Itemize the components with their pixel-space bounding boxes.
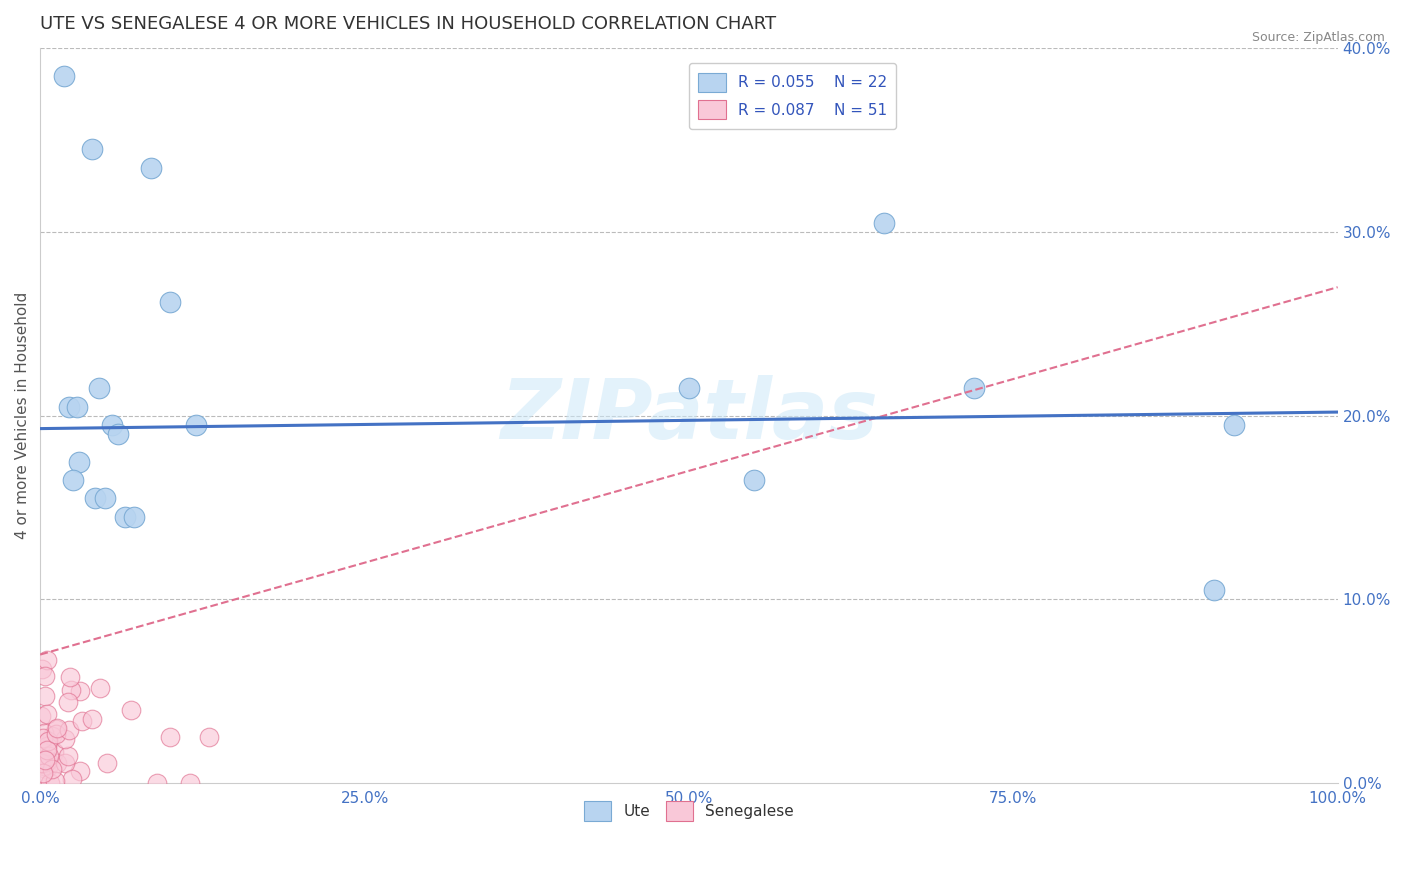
Point: [30, 756, 52, 771]
Point: [82, 143, 104, 157]
Text: UTE VS SENEGALESE 4 OR MORE VEHICLES IN HOUSEHOLD CORRELATION CHART: UTE VS SENEGALESE 4 OR MORE VEHICLES IN …: [41, 15, 776, 33]
Point: [100, 417, 122, 432]
Point: [35, 743, 58, 757]
Point: [32, 731, 55, 745]
Point: [31, 662, 53, 676]
Point: [678, 381, 700, 395]
Point: [34, 753, 56, 767]
Point: [34, 669, 56, 683]
Point: [122, 509, 145, 524]
Point: [89, 681, 111, 695]
Point: [87, 381, 110, 395]
Point: [67, 455, 90, 469]
Point: [32, 726, 55, 740]
Point: [31, 766, 53, 780]
Point: [66, 400, 89, 414]
Point: [742, 473, 765, 487]
Point: [872, 216, 894, 230]
Point: [37, 760, 59, 774]
Point: [114, 509, 136, 524]
Point: [52, 69, 75, 83]
Y-axis label: 4 or more Vehicles in Household: 4 or more Vehicles in Household: [15, 292, 30, 540]
Point: [35, 739, 58, 753]
Point: [198, 730, 221, 744]
Point: [82, 712, 104, 726]
Point: [184, 417, 207, 432]
Point: [159, 294, 181, 309]
Point: [179, 776, 201, 790]
Point: [107, 427, 129, 442]
Point: [53, 732, 76, 747]
Point: [39, 776, 62, 790]
Point: [1223, 417, 1246, 432]
Point: [38, 748, 60, 763]
Point: [60, 772, 83, 787]
Point: [30, 737, 52, 751]
Point: [83, 491, 105, 506]
Point: [32, 759, 55, 773]
Point: [32, 756, 55, 770]
Point: [96, 756, 118, 771]
Point: [37, 734, 59, 748]
Point: [37, 754, 59, 768]
Text: Source: ZipAtlas.com: Source: ZipAtlas.com: [1251, 31, 1385, 45]
Point: [1204, 583, 1226, 598]
Point: [70, 714, 93, 728]
Point: [120, 702, 142, 716]
Point: [45, 723, 67, 737]
Point: [159, 730, 181, 744]
Point: [963, 381, 986, 395]
Point: [35, 762, 58, 776]
Point: [58, 400, 80, 414]
Point: [62, 473, 84, 487]
Point: [139, 161, 162, 175]
Point: [45, 726, 67, 740]
Point: [53, 756, 76, 770]
Point: [34, 689, 56, 703]
Point: [146, 776, 169, 790]
Point: [30, 709, 52, 723]
Point: [59, 670, 82, 684]
Point: [58, 748, 80, 763]
Point: [60, 683, 83, 698]
Point: [46, 756, 69, 771]
Point: [58, 696, 80, 710]
Point: [44, 774, 66, 789]
Point: [45, 721, 67, 735]
Point: [69, 764, 91, 779]
Point: [42, 745, 65, 759]
Legend: Ute, Senegalese: Ute, Senegalese: [578, 795, 800, 827]
Point: [41, 730, 63, 744]
Point: [58, 723, 80, 737]
Point: [41, 763, 63, 777]
Point: [94, 491, 117, 506]
Point: [37, 754, 59, 768]
Text: ZIPatlas: ZIPatlas: [501, 376, 877, 456]
Point: [30, 769, 52, 783]
Point: [37, 706, 59, 721]
Point: [69, 683, 91, 698]
Point: [37, 653, 59, 667]
